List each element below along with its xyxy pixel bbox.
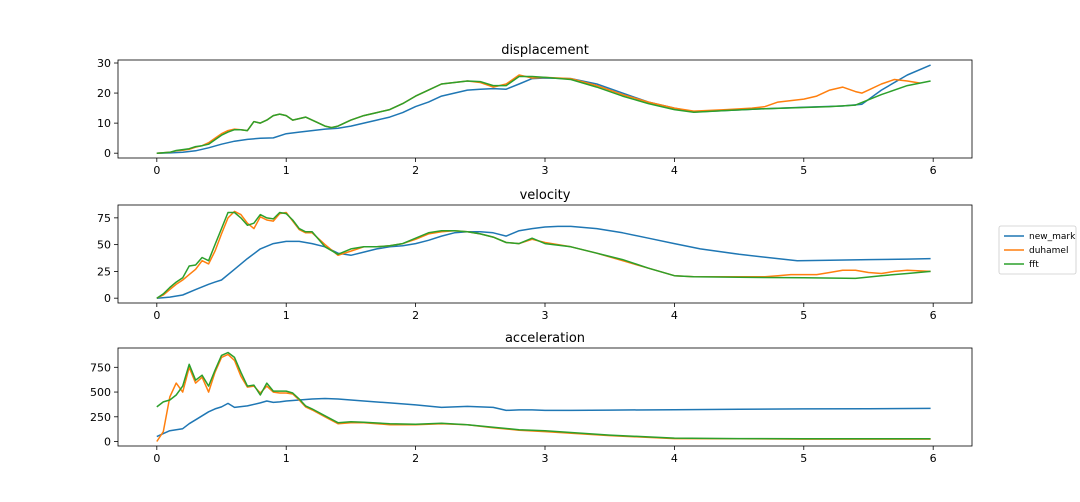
x-tick-label: 6 [930, 164, 937, 177]
x-tick-label: 2 [412, 164, 419, 177]
y-tick-label: 50 [97, 239, 111, 252]
legend-label-duhamel: duhamel [1029, 246, 1068, 256]
y-tick-label: 0 [104, 292, 111, 305]
x-tick-label: 6 [930, 309, 937, 322]
axes-frame [117, 59, 973, 159]
subplot-velocity: velocity 0 1 2 3 4 5 6 0 25 50 75 [97, 188, 973, 322]
x-tick-label: 0 [153, 309, 160, 322]
y-tick-label: 0 [104, 147, 111, 160]
x-tick-label: 1 [283, 309, 290, 322]
x-tick-label: 1 [283, 164, 290, 177]
series-line-new_mark [156, 64, 931, 154]
axes-frame [117, 204, 973, 304]
series-line-fft [156, 211, 931, 299]
y-tick-label: 250 [90, 411, 111, 424]
series-line-new_mark [156, 225, 931, 299]
x-tick-label: 3 [542, 164, 549, 177]
y-tick-label: 25 [97, 265, 111, 278]
x-tick-label: 2 [412, 309, 419, 322]
y-tick-label: 75 [97, 212, 111, 225]
subplot-acceleration: acceleration 0 1 2 3 4 5 6 0 250 500 750 [90, 331, 973, 465]
subplot-title: acceleration [505, 331, 585, 346]
subplot-displacement: displacement 0 1 2 3 4 5 6 0 10 20 30 [97, 43, 973, 177]
series-line-duhamel [156, 74, 921, 154]
x-tick-label: 6 [930, 452, 937, 465]
x-tick-label: 3 [542, 309, 549, 322]
series-line-duhamel [156, 210, 931, 299]
y-tick-label: 20 [97, 87, 111, 100]
series-line-fft [156, 351, 931, 440]
series-line-duhamel [156, 353, 931, 442]
x-tick-label: 0 [153, 452, 160, 465]
series-line-new_mark [156, 397, 931, 438]
subplot-title: displacement [501, 43, 589, 58]
y-tick-label: 10 [97, 117, 111, 130]
x-tick-label: 4 [671, 309, 678, 322]
x-tick-label: 2 [412, 452, 419, 465]
y-tick-label: 0 [104, 436, 111, 449]
x-tick-label: 0 [153, 164, 160, 177]
x-tick-label: 5 [800, 164, 807, 177]
y-tick-label: 500 [90, 386, 111, 399]
legend-label-fft: fft [1029, 260, 1039, 270]
subplot-title: velocity [520, 188, 571, 203]
series-line-fft [156, 75, 931, 154]
x-tick-label: 4 [671, 164, 678, 177]
x-tick-label: 1 [283, 452, 290, 465]
legend-box [998, 225, 1077, 275]
y-tick-label: 750 [90, 361, 111, 374]
legend-label-new_mark: new_mark [1029, 232, 1076, 242]
x-tick-label: 3 [542, 452, 549, 465]
x-tick-label: 4 [671, 452, 678, 465]
x-tick-label: 5 [800, 452, 807, 465]
x-tick-label: 5 [800, 309, 807, 322]
y-tick-label: 30 [97, 57, 111, 70]
